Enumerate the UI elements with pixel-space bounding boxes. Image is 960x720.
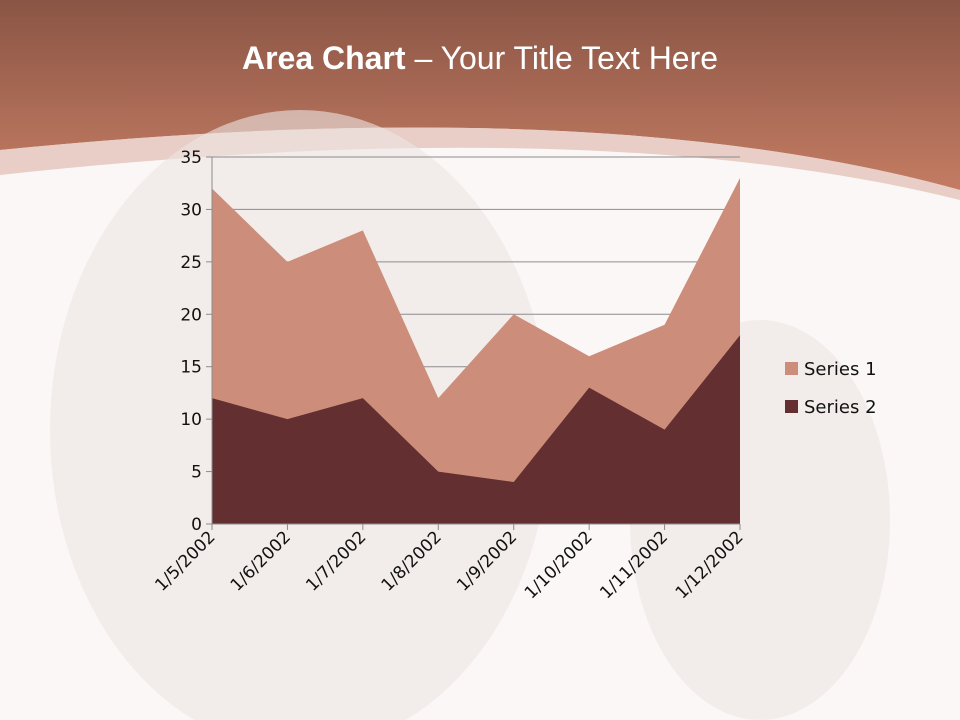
title-rest: – Your Title Text Here [405, 40, 719, 76]
x-tick-label: 1/5/2002 [151, 527, 219, 595]
slide-title: Area Chart – Your Title Text Here [0, 40, 960, 77]
y-tick-label: 15 [180, 358, 202, 378]
title-bold: Area Chart [241, 40, 406, 76]
legend-label-series-2: Series 2 [804, 397, 877, 418]
x-tick-label: 1/6/2002 [227, 527, 295, 595]
y-tick-label: 0 [191, 515, 202, 535]
header-band [0, 0, 960, 190]
x-tick-label: 1/9/2002 [453, 527, 521, 595]
y-tick-label: 30 [180, 200, 202, 220]
legend-swatch-series-2 [785, 400, 798, 413]
x-tick-label: 1/7/2002 [302, 527, 370, 595]
x-tick-label: 1/12/2002 [672, 527, 748, 603]
y-tick-label: 35 [180, 148, 202, 168]
x-tick-label: 1/10/2002 [521, 527, 597, 603]
area-series-2 [212, 335, 740, 524]
y-tick-label: 20 [180, 305, 202, 325]
legend-label-series-1: Series 1 [804, 359, 877, 380]
x-tick-label: 1/8/2002 [378, 527, 446, 595]
y-tick-label: 10 [180, 410, 202, 430]
y-tick-label: 5 [191, 463, 202, 483]
x-tick-label: 1/11/2002 [596, 527, 672, 603]
y-tick-label: 25 [180, 253, 202, 273]
legend-swatch-series-1 [785, 362, 798, 375]
